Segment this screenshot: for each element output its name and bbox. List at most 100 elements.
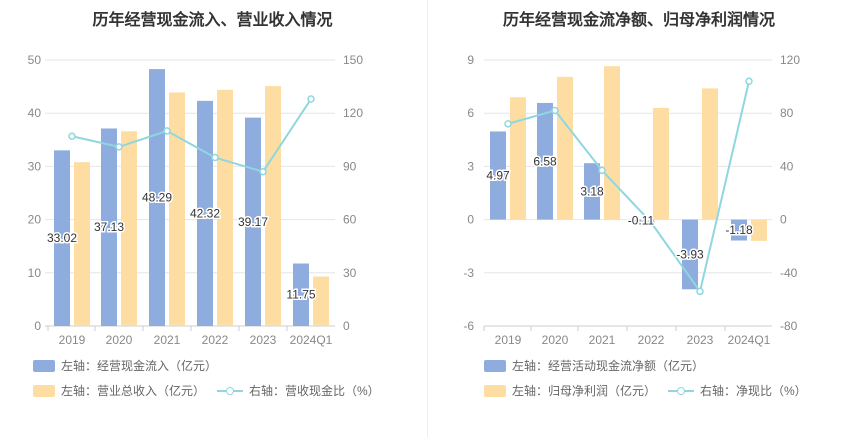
legend-swatch-cash-inflow <box>33 359 55 372</box>
c1-data-label: 33.02 <box>47 231 77 245</box>
legend-item-revenue[interactable]: 左轴：营业总收入（亿元） <box>33 382 205 399</box>
c1-bar-primary <box>197 100 213 326</box>
legend-label-net-operating-cash: 左轴：经营活动现金流净额（亿元） <box>512 359 705 373</box>
c1-right-axis-tick-label: 30 <box>343 266 357 280</box>
c2-bar-primary <box>490 131 506 220</box>
c2-left-axis-tick-label: -6 <box>463 319 474 333</box>
c2-data-label: 6.58 <box>533 154 557 168</box>
c1-bar-secondary <box>313 276 329 326</box>
legend-item-cash-inflow[interactable]: 左轴：经营现金流入（亿元） <box>33 357 217 374</box>
legend-line-icon <box>668 385 695 397</box>
c1-data-label: 11.75 <box>286 288 315 302</box>
c1-right-axis-tick-label: 120 <box>343 106 363 120</box>
c2-left-axis-tick-label: 3 <box>467 159 474 173</box>
c1-x-axis-tick-label: 2019 <box>59 333 86 347</box>
c1-bar-primary <box>293 263 309 326</box>
legend-item-net-operating-cash[interactable]: 左轴：经营活动现金流净额（亿元） <box>484 357 704 374</box>
c1-x-axis-tick-label: 2024Q1 <box>290 333 333 347</box>
c1-ratio-point <box>115 143 123 151</box>
c2-x-axis-tick-label: 2020 <box>542 333 569 347</box>
legend-label-net-profit: 左轴：归母净利润（亿元） <box>512 384 657 398</box>
c2-data-label: -0.11 <box>628 214 655 228</box>
c1-left-axis-tick-label: 50 <box>28 53 42 67</box>
legend-item-net-cash-ratio[interactable]: 右轴：净现比（%） <box>668 382 807 399</box>
left-legend-row-2: 左轴：营业总收入（亿元） 右轴：营收现金比（%） <box>33 382 392 399</box>
c2-x-axis-tick-label: 2022 <box>638 333 665 347</box>
c1-bar-primary <box>54 150 70 326</box>
c2-bar-secondary <box>510 97 526 220</box>
c1-ratio-line <box>71 98 312 173</box>
c1-right-axis-tick-label: 90 <box>343 159 357 173</box>
c2-bar-primary <box>537 102 553 220</box>
right-legend-row-2: 左轴：归母净利润（亿元） 右轴：净现比（%） <box>484 382 819 399</box>
c2-data-label: -3.93 <box>676 247 704 261</box>
c2-bar-secondary <box>604 66 620 220</box>
c1-bar-secondary <box>169 92 185 327</box>
c2-bar-secondary <box>751 219 767 241</box>
legend-label-revenue-cash-ratio: 右轴：营收现金比（%） <box>249 384 380 398</box>
c2-ratio-point <box>696 287 704 296</box>
c1-bar-secondary <box>265 86 281 327</box>
right-chart-title: 历年经营现金流净额、归母净利润情况 <box>502 12 775 29</box>
c1-left-axis-tick-label: 20 <box>28 213 42 227</box>
legend-swatch-revenue <box>33 384 55 397</box>
c2-right-axis-tick-label: -80 <box>780 319 798 333</box>
c2-x-axis-tick-label: 2023 <box>687 333 714 347</box>
c1-bar-secondary <box>217 89 233 327</box>
legend-label-net-cash-ratio: 右轴：净现比（%） <box>700 384 807 398</box>
c2-right-axis-tick-label: 80 <box>780 106 794 120</box>
c2-ratio-line <box>507 81 750 294</box>
left-chart-title: 历年经营现金流入、营业收入情况 <box>92 12 333 29</box>
left-legend-row-1: 左轴：经营现金流入（亿元） <box>33 357 229 374</box>
c2-bar-primary <box>584 163 600 220</box>
c2-bar-secondary <box>557 76 573 220</box>
legend-line-icon <box>217 385 244 397</box>
c2-left-axis-tick-label: 9 <box>467 53 474 67</box>
c1-ratio-point <box>163 127 171 135</box>
panel-divider <box>427 0 428 437</box>
c2-right-axis-tick-label: 0 <box>780 213 787 227</box>
c1-bar-primary <box>101 128 117 326</box>
c1-x-axis-tick-label: 2022 <box>202 333 229 347</box>
c2-left-axis-tick-label: -3 <box>463 266 474 280</box>
c1-left-axis-tick-label: 0 <box>34 319 41 333</box>
legend-swatch-net-operating-cash <box>484 359 506 372</box>
c2-right-axis-tick-label: 120 <box>780 53 800 67</box>
c1-bar-secondary <box>121 131 137 326</box>
c2-bar-secondary <box>653 107 669 220</box>
c1-data-label: 48.29 <box>142 191 172 205</box>
c1-ratio-point <box>259 167 267 176</box>
c1-left-axis-tick-label: 10 <box>28 266 42 280</box>
right-legend-row-1: 左轴：经营活动现金流净额（亿元） <box>484 357 716 374</box>
c1-x-axis-tick-label: 2020 <box>106 333 133 347</box>
legend-label-cash-inflow: 左轴：经营现金流入（亿元） <box>61 359 218 373</box>
c1-right-axis-tick-label: 150 <box>343 53 363 67</box>
c2-left-axis-tick-label: 0 <box>467 213 474 227</box>
c1-x-axis-tick-label: 2021 <box>154 333 181 347</box>
c1-right-axis-tick-label: 60 <box>343 213 357 227</box>
c1-data-label: 39.17 <box>238 215 268 229</box>
c1-left-axis-tick-label: 30 <box>28 159 42 173</box>
c1-right-axis-tick-label: 0 <box>343 319 350 333</box>
c2-ratio-point <box>551 106 559 115</box>
c2-bar-primary <box>731 219 747 241</box>
c2-right-axis-tick-label: -40 <box>780 266 798 280</box>
legend-swatch-net-profit <box>484 384 506 397</box>
c1-ratio-point <box>307 95 315 103</box>
c2-bar-secondary <box>702 88 718 220</box>
c2-x-axis-tick-label: 2024Q1 <box>728 333 771 347</box>
c2-left-axis-tick-label: 6 <box>467 106 474 120</box>
c2-bar-primary <box>633 219 649 222</box>
c2-ratio-point <box>598 166 606 175</box>
legend-item-net-profit[interactable]: 左轴：归母净利润（亿元） <box>484 382 656 399</box>
c1-left-axis-tick-label: 40 <box>28 106 42 120</box>
c1-data-label: 42.32 <box>190 206 220 220</box>
c2-ratio-point <box>647 218 655 227</box>
c1-bar-secondary <box>74 162 90 326</box>
c1-x-axis-tick-label: 2023 <box>250 333 277 347</box>
c2-data-label: 4.97 <box>486 169 510 183</box>
c1-ratio-point <box>68 132 76 141</box>
legend-item-revenue-cash-ratio[interactable]: 右轴：营收现金比（%） <box>217 382 380 399</box>
c2-x-axis-tick-label: 2021 <box>589 333 616 347</box>
